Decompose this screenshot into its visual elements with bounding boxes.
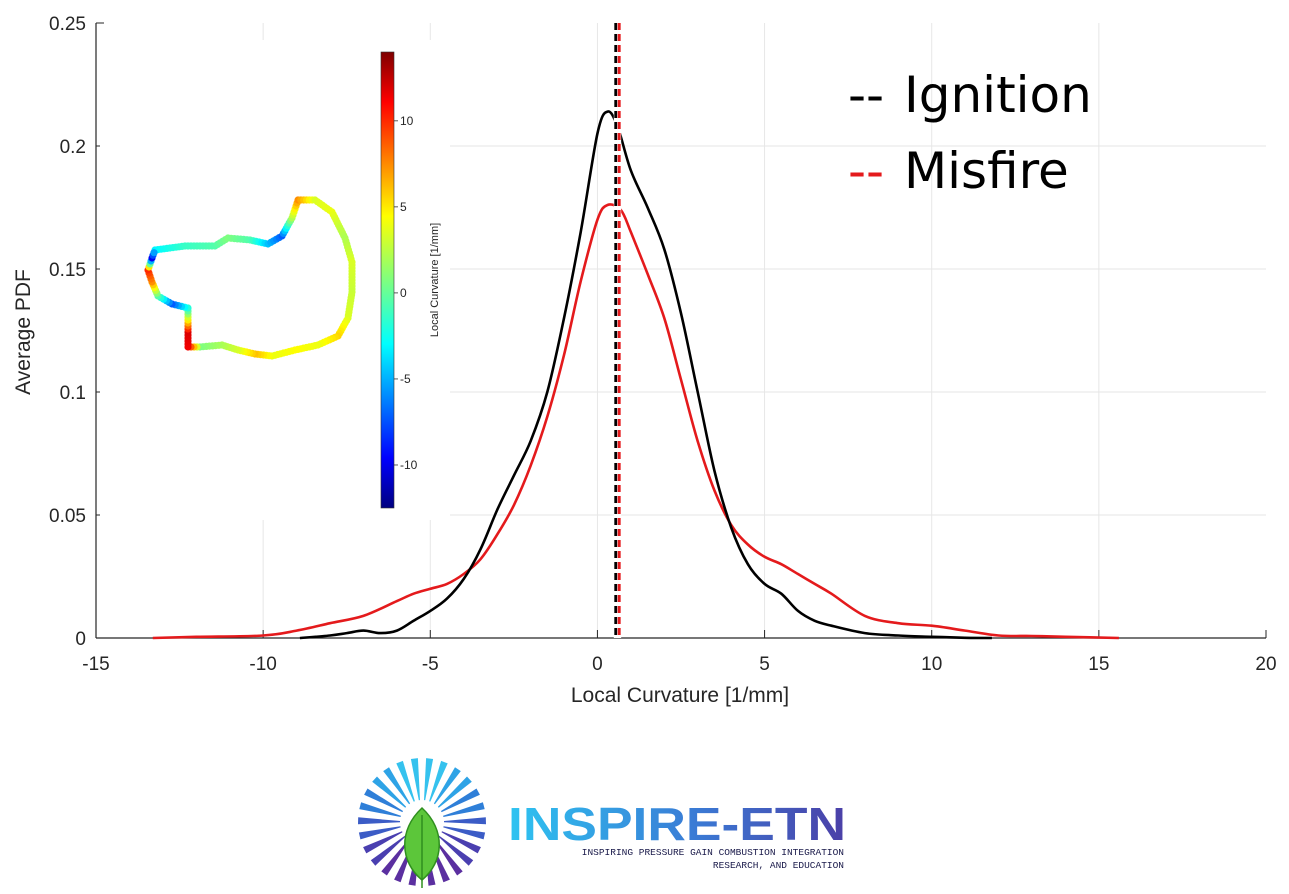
y-tick-labels: 0 0.05 0.1 0.15 0.2 0.25: [49, 14, 86, 650]
x-tick-label: -5: [422, 654, 439, 675]
y-tick-label: 0.1: [60, 383, 86, 404]
colorbar-tick-label: -5: [400, 372, 411, 386]
sunburst-ray: [359, 802, 401, 817]
sunburst-ray: [443, 802, 485, 817]
y-tick-label: 0.25: [49, 14, 86, 35]
sunburst-ray: [396, 760, 415, 802]
x-tick-labels: -15 -10 -5 0 5 10 15 20: [82, 654, 1276, 675]
x-tick-label: 0: [592, 654, 603, 675]
series-lines: [152, 110, 1119, 640]
y-tick-label: 0.15: [49, 260, 86, 281]
sunburst-ray: [364, 788, 403, 813]
sunburst-ray: [434, 839, 463, 876]
legend-ignition-label: Ignition: [904, 66, 1092, 124]
logo-subtitle-line1: INSPIRING PRESSURE GAIN COMBUSTION INTEG…: [582, 847, 844, 858]
sunburst-ray: [444, 817, 486, 825]
logo-title: INSPIRE-ETN: [508, 798, 846, 850]
colorbar-tick-label: 0: [400, 286, 407, 300]
sunburst-ray: [381, 839, 410, 876]
inspire-etn-logo: INSPIRE-ETN INSPIRING PRESSURE GAIN COMB…: [358, 758, 846, 888]
legend-ignition-dash: --: [848, 66, 884, 124]
series-line-ignition: [299, 110, 992, 640]
y-axis-label: Average PDF: [12, 269, 35, 395]
sunburst-ray: [370, 835, 406, 866]
y-tick-label: 0.05: [49, 506, 86, 527]
colorbar-label: Local Curvature [1/mm]: [429, 223, 441, 337]
x-tick-label: -15: [82, 654, 109, 675]
sunburst-ray: [437, 776, 472, 808]
logo-subtitle-line2: RESEARCH, AND EDUCATION: [713, 860, 844, 871]
colorbar-ticks: 10 5 0 -5 -10: [394, 114, 418, 472]
mean-lines: [613, 23, 622, 638]
flame-contour: [144, 196, 356, 360]
legend-misfire-label: Misfire: [904, 142, 1069, 200]
sunburst-ray: [358, 826, 401, 840]
legend: -- Ignition -- Misfire: [848, 66, 1092, 200]
sunburst-ray: [441, 788, 480, 813]
legend-item-misfire: -- Misfire: [848, 142, 1069, 200]
sunburst-ray: [410, 758, 420, 801]
colorbar-tick-label: -10: [400, 458, 418, 472]
sunburst-ray: [443, 826, 486, 840]
sunburst-ray: [433, 767, 461, 805]
colorbar-tick-label: 5: [400, 200, 407, 214]
x-tick-label: 10: [921, 654, 942, 675]
inset-panel: 10 5 0 -5 -10 Local Curvature [1/mm]: [100, 40, 450, 520]
x-tick-label: 5: [759, 654, 770, 675]
x-tick-label: 20: [1255, 654, 1276, 675]
sunburst-ray: [424, 758, 434, 801]
x-tick-label: -10: [249, 654, 276, 675]
legend-item-ignition: -- Ignition: [848, 66, 1092, 124]
legend-misfire-dash: --: [848, 142, 884, 200]
colorbar-tick-label: 10: [400, 114, 414, 128]
sunburst-ray: [383, 767, 411, 805]
contour-point: [150, 249, 158, 257]
y-tick-label: 0.2: [60, 137, 86, 158]
y-tick-label: 0: [75, 629, 86, 650]
x-tick-label: 15: [1088, 654, 1109, 675]
sunburst-ray: [441, 831, 481, 854]
series-line-misfire: [152, 203, 1119, 640]
sunburst-ray: [429, 760, 448, 802]
sunburst-ray: [363, 831, 403, 854]
sunburst-ray: [372, 776, 407, 808]
colorbar: [380, 51, 395, 509]
sunburst-ray: [358, 817, 400, 825]
sunburst-ray: [438, 835, 474, 866]
x-axis-label: Local Curvature [1/mm]: [571, 684, 789, 707]
